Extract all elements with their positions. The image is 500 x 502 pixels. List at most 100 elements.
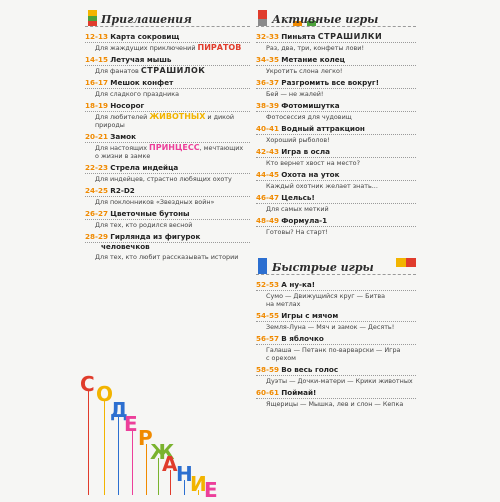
entry-title: Во весь голос (281, 365, 339, 374)
page-range: 36-37 (256, 78, 279, 87)
entry-description: Раз, два, три, конфеты лови! (256, 44, 416, 52)
page-range: 48-49 (256, 216, 279, 225)
page-range: 24-25 (85, 186, 108, 195)
page-range: 58-59 (256, 365, 279, 374)
toc-entry: 14-15 Летучая мышь Для фанатов СТРАШИЛОК (85, 55, 250, 75)
entry-description-continued: на метлах (266, 300, 301, 308)
invitations-header: Приглашения (85, 10, 250, 27)
entry-description: Для сладкого праздника (85, 90, 250, 98)
entry-title: Разгромить все вокруг! (281, 78, 379, 87)
toc-entry: 58-59 Во весь голос Дуэты — Дочки-матери … (256, 365, 416, 385)
section-title: Приглашения (101, 13, 192, 26)
invitations-section: Приглашения 12-13 Карта сокровищ Для жажд… (85, 10, 316, 261)
entry-description: Сумо — Движущийся круг — Битва (256, 292, 416, 300)
vertical-title-letter: И (190, 472, 207, 496)
active-games-list: 32-33 Пиньята СТРАШИЛКИ Раз, два, три, ко… (256, 32, 416, 236)
highlight-word: ЖИВОТНЫХ (149, 112, 206, 121)
letter-streak (184, 480, 186, 495)
description-text: Каждый охотник желает знать... (266, 182, 378, 190)
description-text: Для сладкого праздника (95, 90, 180, 98)
toc-entry: 44-45 Охота на уток Каждый охотник желает… (256, 170, 416, 190)
toc-entry: 34-35 Метание колец Укротить слона легко! (256, 55, 416, 75)
toc-entry: 46-47 Цельсь! Для самых меткий (256, 193, 416, 213)
toc-entry: 12-13 Карта сокровищ Для жаждущих приключ… (85, 32, 250, 52)
entry-description: Кто вернет хвост на место? (256, 159, 416, 167)
entry-title: Замок (110, 132, 136, 141)
entry-title: В яблочко (281, 334, 324, 343)
page-range: 54-55 (256, 311, 279, 320)
page-range: 42-43 (256, 147, 279, 156)
description-text: Раз, два, три, конфеты лови! (266, 44, 365, 52)
entry-title-line: 14-15 Летучая мышь (85, 55, 250, 66)
entry-title-line: 42-43 Игра в осла (256, 147, 416, 158)
vertical-title-letter: О (96, 382, 114, 406)
entry-description: Для тех, кто родился весной (85, 221, 250, 229)
entry-title-line: 56-57 В яблочко (256, 334, 416, 345)
description-text: Земля-Луна — Мяч и замок — Десять! (266, 323, 395, 331)
entry-title-line: 58-59 Во весь голос (256, 365, 416, 376)
entry-title: Водный аттракцион (281, 124, 365, 133)
page-range: 46-47 (256, 193, 279, 202)
vertical-title-letter: А (162, 452, 178, 476)
entry-title-line: 54-55 Игры с мячом (256, 311, 416, 322)
entry-title-continued: человечков (101, 242, 150, 251)
active-games-header: Активные игры (256, 10, 416, 27)
letter-streak (132, 430, 134, 495)
entry-title-line: 16-17 Мешок конфет (85, 78, 250, 89)
description-text: Ящерицы — Мышка, лев и слон — Кепка (266, 400, 404, 408)
deco-square-red (258, 10, 267, 19)
deco-square-red (88, 21, 97, 26)
entry-description: Хороший рыболов! (256, 136, 416, 144)
page-range: 14-15 (85, 55, 108, 64)
entry-title: Фотомишутка (281, 101, 340, 110)
entry-title-line: 32-33 Пиньята СТРАШИЛКИ (256, 32, 416, 43)
deco-square-green (88, 16, 97, 21)
entry-title: Пиньята (281, 32, 316, 41)
description-text: Сумо — Движущийся круг — Битва (266, 292, 386, 300)
description-text: Для индейцев, страстно любящих охоту (95, 175, 232, 183)
entry-title: Формула-1 (281, 216, 328, 225)
page-range: 16-17 (85, 78, 108, 87)
entry-title-line: 36-37 Разгромить все вокруг! (256, 78, 416, 89)
entry-description: Для самых меткий (256, 205, 416, 213)
entry-title: Поймай! (281, 388, 317, 397)
entry-title: Мешок конфет (110, 78, 174, 87)
entry-title: А ну-ка! (281, 280, 316, 289)
entry-title: Носорог (110, 101, 145, 110)
highlight-word: СТРАШИЛОК (140, 66, 206, 75)
description-text: Хороший рыболов! (266, 136, 330, 144)
description-text: Фотосессия для чудовищ (266, 113, 352, 121)
highlight-word: ПРИНЦЕСС (149, 143, 200, 152)
section-title: Быстрые игры (272, 261, 374, 274)
page-range: 12-13 (85, 32, 108, 41)
entry-title: Летучая мышь (110, 55, 172, 64)
section-divider (256, 26, 416, 27)
description-text: Для тех, кто родился весной (95, 221, 193, 229)
toc-entry: 20-21 Замок Для настоящих ПРИНЦЕСС, мечта… (85, 132, 250, 160)
vertical-title-letter: Н (176, 462, 193, 486)
deco-square-blue (258, 258, 267, 274)
description-text: , мечтающих (199, 144, 244, 152)
page-range: 28-29 (85, 232, 108, 241)
entry-title: Цельсь! (281, 193, 315, 202)
description-text: Для тех, кто любит рассказывать истории (95, 253, 239, 261)
entry-title-line: 60-61 Поймай! (256, 388, 416, 399)
description-text: Для настоящих (95, 144, 150, 152)
description-text: Для любителей (95, 113, 150, 121)
entry-title-line: 12-13 Карта сокровищ (85, 32, 250, 43)
quick-games-header: Быстрые игры (256, 258, 416, 275)
entry-description: Готовы? На старт! (256, 228, 416, 236)
vertical-title-letter: Ж (150, 440, 175, 464)
section-divider (85, 26, 250, 27)
description-text: Для жаждущих приключений (95, 44, 198, 52)
entry-title: Охота на уток (281, 170, 340, 179)
deco-square-yellow (88, 10, 97, 16)
toc-entry: 42-43 Игра в осла Кто вернет хвост на мес… (256, 147, 416, 167)
entry-description: Дуэты — Дочки-матери — Крики животных (256, 377, 416, 385)
entry-description: Укротить слона легко! (256, 67, 416, 75)
toc-entry: 32-33 Пиньята СТРАШИЛКИ Раз, два, три, ко… (256, 32, 416, 52)
entry-title-line: 26-27 Цветочные бутоны (85, 209, 250, 220)
entry-title-line: 38-39 Фотомишутка (256, 101, 416, 112)
page-range: 32-33 (256, 32, 279, 41)
entry-title: R2-D2 (110, 186, 135, 195)
